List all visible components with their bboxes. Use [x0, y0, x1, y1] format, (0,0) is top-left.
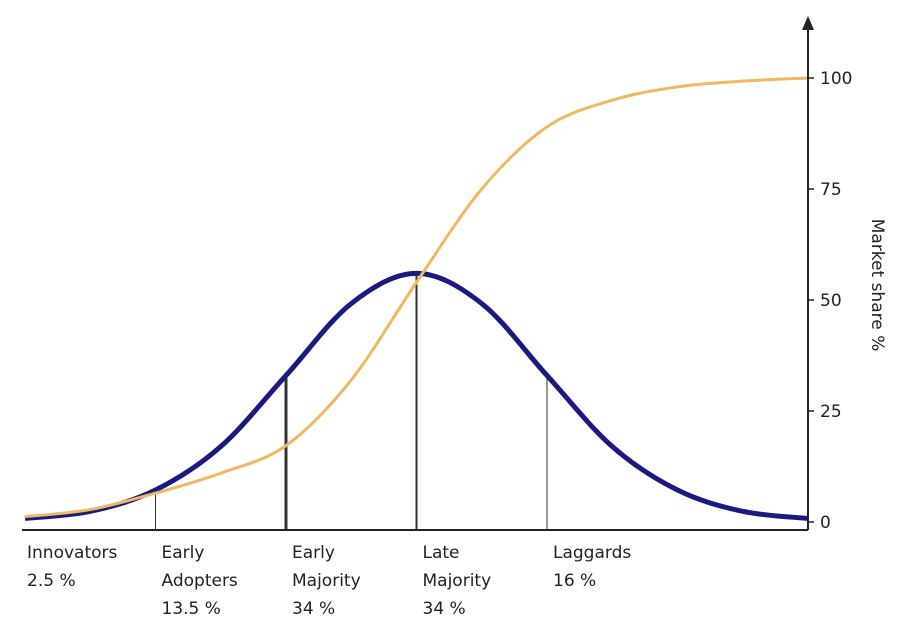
- segment-percent-label: 16 %: [553, 571, 596, 591]
- y-tick-label: 75: [820, 180, 842, 200]
- segment-name-label: Majority: [423, 571, 492, 591]
- segment-label-group: Early Adopters 13.5 %: [162, 543, 238, 619]
- y-tick-label: 100: [820, 69, 852, 89]
- segment-label-group: Early Majority 34 %: [292, 543, 361, 619]
- segment-percent-label: 13.5 %: [162, 599, 221, 619]
- y-tick-label: 25: [820, 402, 842, 422]
- y-tick-label: 0: [820, 513, 831, 533]
- y-axis-ticks: 0 25 50 75 100: [808, 69, 852, 533]
- segment-label-group: Late Majority 34 %: [423, 543, 492, 619]
- market-share-s-curve: [24, 76, 809, 519]
- adoption-bell-curve: [24, 270, 809, 521]
- segment-name-label: Adopters: [162, 571, 238, 591]
- segment-name-label: Laggards: [553, 543, 631, 563]
- segment-label-group: Innovators 2.5 %: [27, 543, 117, 591]
- y-axis-arrowhead: [802, 16, 814, 30]
- segment-percent-label: 2.5 %: [27, 571, 76, 591]
- y-tick-label: 50: [820, 291, 842, 311]
- segment-name-label: Innovators: [27, 543, 117, 563]
- segment-dividers: [155, 273, 548, 530]
- segment-labels: Innovators 2.5 % Early Adopters 13.5 % Early M…: [27, 543, 631, 619]
- segment-name-label: Late: [423, 543, 460, 563]
- y-axis-title: Market share %: [867, 219, 887, 352]
- segment-name-label: Early: [292, 543, 335, 563]
- segment-label-group: Laggards 16 %: [553, 543, 631, 591]
- segment-percent-label: 34 %: [423, 599, 466, 619]
- segment-name-label: Majority: [292, 571, 361, 591]
- segment-percent-label: 34 %: [292, 599, 335, 619]
- segment-name-label: Early: [162, 543, 205, 563]
